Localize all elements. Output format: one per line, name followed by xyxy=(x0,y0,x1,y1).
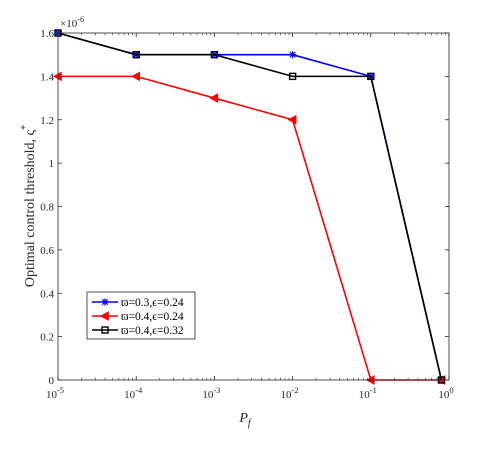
x-axis: 10-5 10-4 10-3 10-2 10-1 100 xyxy=(46,33,454,401)
x-tick-label: 10-2 xyxy=(281,385,299,401)
y-tick-label: 1.4 xyxy=(40,71,54,83)
data-point xyxy=(287,114,297,125)
y-tick-label: 1.2 xyxy=(40,115,54,127)
y-multiplier-exp: -6 xyxy=(77,14,84,24)
data-point xyxy=(132,50,140,59)
x-axis-label-sub: f xyxy=(248,418,252,429)
y-axis: 0 0.2 0.4 0.6 0.8 1 1.2 1.4 1.6 xyxy=(40,28,449,387)
y-axis-label: Optimal control threshold, ς* xyxy=(20,125,38,287)
y-multiplier-base: ×10 xyxy=(60,18,78,30)
y-tick-label: 1 xyxy=(49,158,55,170)
x-tick-label: 10-4 xyxy=(124,385,143,401)
legend-item-3: ϖ=0.4,ϵ=0.32 xyxy=(92,325,184,337)
data-point xyxy=(210,50,219,59)
legend-marker xyxy=(99,311,109,321)
data-point xyxy=(209,93,219,103)
legend-item-1: ϖ=0.3,ϵ=0.24 xyxy=(92,297,184,309)
series-line xyxy=(57,32,443,381)
data-point xyxy=(288,72,297,81)
plot-frame xyxy=(57,32,450,381)
y-axis-label-sup: * xyxy=(20,125,31,130)
x-tick-label: 10-3 xyxy=(202,385,220,401)
y-tick-label: 0 xyxy=(49,375,55,387)
data-point xyxy=(289,51,297,59)
legend-marker xyxy=(101,326,109,334)
y-axis-label-main: Optimal control threshold, ς xyxy=(23,129,38,287)
marker-stroke xyxy=(289,51,296,58)
x-axis-label: Pf xyxy=(238,411,252,429)
legend-marker xyxy=(101,298,109,306)
legend-label: ϖ=0.3,ϵ=0.24 xyxy=(121,297,184,309)
y-tick-label: 1.6 xyxy=(40,28,54,40)
x-tick-label: 10-1 xyxy=(359,385,377,401)
legend-item-2: ϖ=0.4,ϵ=0.24 xyxy=(92,311,184,323)
x-tick-label: 100 xyxy=(438,385,453,401)
y-multiplier: ×10-6 xyxy=(60,14,84,30)
y-tick-label: 0.4 xyxy=(40,288,54,300)
data-point xyxy=(367,72,375,81)
y-tick-label: 0.6 xyxy=(40,245,54,257)
legend-label: ϖ=0.4,ϵ=0.24 xyxy=(121,311,184,323)
y-tick-label: 0.8 xyxy=(40,202,54,214)
y-tick-label: 0.2 xyxy=(40,332,54,344)
legend-label: ϖ=0.4,ϵ=0.32 xyxy=(121,325,184,337)
x-axis-label-main: P xyxy=(238,411,248,426)
marker-stroke xyxy=(101,298,109,306)
legend: ϖ=0.3,ϵ=0.24 ϖ=0.4,ϵ=0.24 ϖ=0.4,ϵ=0.32 xyxy=(86,291,196,340)
x-tick-label: 10-5 xyxy=(46,385,64,401)
series-layer xyxy=(52,29,446,385)
data-point xyxy=(131,71,141,82)
